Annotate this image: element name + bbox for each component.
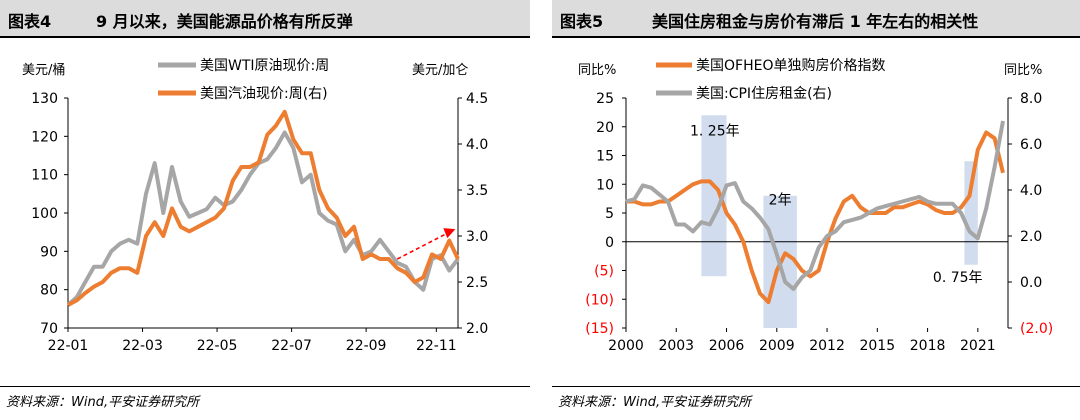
left-y-tick-label: 70 xyxy=(40,321,58,337)
lag-highlight-band xyxy=(964,161,978,265)
left-y-tick-label: 15 xyxy=(596,149,614,165)
series-line-wti-crude xyxy=(66,130,460,307)
legend-label: 美国WTI原油现价:周 xyxy=(200,58,329,74)
right-y-tick-label: 6.0 xyxy=(1020,137,1042,153)
left-axis-unit: 美元/桶 xyxy=(22,63,65,78)
figure-4-number: 图表4 xyxy=(8,12,52,31)
x-tick-label: 2006 xyxy=(709,338,745,354)
left-y-tick-label: (15) xyxy=(585,321,614,337)
lag-annotation-2: 2年 xyxy=(769,192,792,208)
figure-5-chart: 同比% 同比%2520151050(5)(10)(15)8.06.04.02.00… xyxy=(578,58,1053,354)
left-axis-unit: 同比% xyxy=(578,63,616,78)
series-line-rent-cpi xyxy=(625,120,1005,291)
right-y-tick-label: 4.0 xyxy=(1020,183,1042,199)
x-tick-label: 22-11 xyxy=(416,338,457,354)
x-tick-label: 2000 xyxy=(608,338,644,354)
trend-arrow-head xyxy=(443,228,456,239)
right-y-tick-label: 3.0 xyxy=(466,229,488,245)
lag-annotation-1: 1. 25年 xyxy=(690,123,740,139)
figure-4-source: 资料来源：Wind,平安证券研究所 xyxy=(0,386,530,410)
left-y-tick-label: 100 xyxy=(31,206,58,222)
figure-5-number: 图表5 xyxy=(560,12,604,31)
figure-4-chart: 美元/桶 美元/加仑 70 80 90 100 110 120 130 2.0 2.5 3.0 3.5 4… xyxy=(22,58,488,354)
right-y-tick-label: 0.0 xyxy=(1020,275,1042,291)
left-y-tick-label: 20 xyxy=(596,120,614,136)
legend-label: 美国:CPI住房租金(右) xyxy=(696,86,832,102)
x-tick-label: 2018 xyxy=(910,338,946,354)
figure-5-panel: 图表5 美国住房租金与房价有滞后 1 年左右的相关性 同比% 同比% 25 20 15 1… xyxy=(552,0,1080,420)
legend-label: 美国OFHEO单独购房价格指数 xyxy=(696,58,885,74)
left-y-tick-label: 80 xyxy=(40,283,58,299)
legend-label: 美国汽油现价:周(右) xyxy=(200,86,328,102)
x-tick-label: 2021 xyxy=(960,338,996,354)
x-tick-label: 22-01 xyxy=(48,338,89,354)
right-axis-unit: 同比% xyxy=(1004,63,1042,78)
right-y-tick-label: (2.0) xyxy=(1020,321,1053,337)
x-tick-label: 22-05 xyxy=(197,338,238,354)
x-tick-label: 22-03 xyxy=(122,338,163,354)
figure-5-source: 资料来源：Wind,平安证券研究所 xyxy=(552,386,1080,410)
lag-annotation-3: 0. 75年 xyxy=(933,270,983,286)
left-y-tick-label: 130 xyxy=(31,91,58,107)
right-y-tick-label: 3.5 xyxy=(466,183,488,199)
x-tick-label: 22-09 xyxy=(346,338,387,354)
figure-4-title: 9 月以来，美国能源品价格有所反弹 xyxy=(96,12,353,31)
x-tick-label: 2003 xyxy=(658,338,694,354)
left-y-tick-label: 10 xyxy=(596,177,614,193)
left-y-tick-label: 0 xyxy=(605,235,614,251)
right-y-tick-label: 4.0 xyxy=(466,137,488,153)
left-y-tick-label: 25 xyxy=(596,91,614,107)
figure-4-title-bar: 图表4 9 月以来，美国能源品价格有所反弹 xyxy=(0,0,530,38)
right-y-tick-label: 2.5 xyxy=(466,275,488,291)
left-y-tick-label: (10) xyxy=(585,292,614,308)
right-y-tick-label: 2.0 xyxy=(466,321,488,337)
left-y-tick-label: 110 xyxy=(31,168,58,184)
x-tick-label: 2012 xyxy=(809,338,845,354)
series-line-gasoline xyxy=(67,109,460,307)
x-tick-label: 22-07 xyxy=(271,338,312,354)
right-axis-unit: 美元/加仑 xyxy=(412,63,468,78)
left-y-tick-label: 90 xyxy=(40,244,58,260)
figure-5-title: 美国住房租金与房价有滞后 1 年左右的相关性 xyxy=(652,12,979,31)
right-y-tick-label: 8.0 xyxy=(1020,91,1042,107)
trend-arrow-line xyxy=(396,231,450,260)
x-tick-label: 2009 xyxy=(759,338,795,354)
series-line-house-price xyxy=(626,130,1005,305)
right-y-tick-label: 2.0 xyxy=(1020,229,1042,245)
x-tick-label: 2015 xyxy=(859,338,895,354)
left-y-tick-label: 5 xyxy=(605,206,614,222)
figure-5-title-bar: 图表5 美国住房租金与房价有滞后 1 年左右的相关性 xyxy=(552,0,1080,38)
left-y-tick-label: (5) xyxy=(594,264,614,280)
figure-4-panel: 图表4 9 月以来，美国能源品价格有所反弹 美元/桶 美元/加仑 70 80 90 100… xyxy=(0,0,530,420)
left-y-tick-label: 120 xyxy=(31,129,58,145)
right-y-tick-label: 4.5 xyxy=(466,91,488,107)
